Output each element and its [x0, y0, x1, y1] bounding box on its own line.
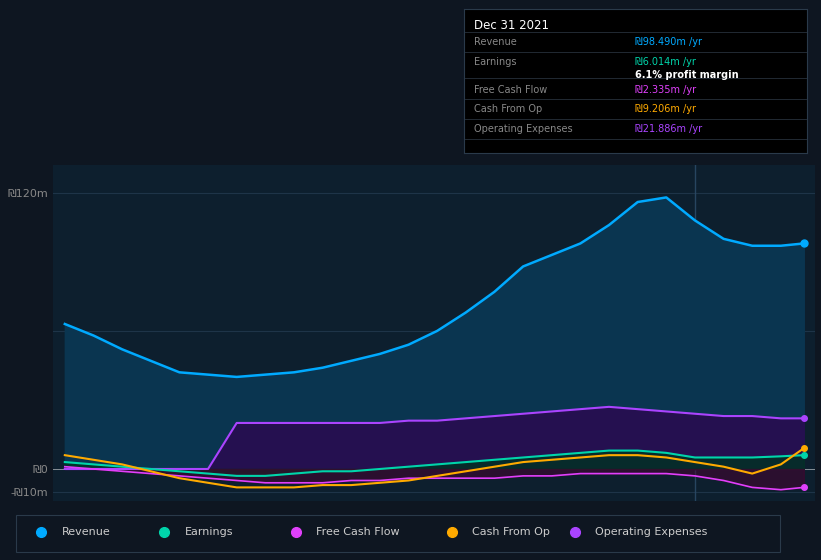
- Text: ₪6.014m /yr: ₪6.014m /yr: [635, 58, 696, 67]
- Text: ₪21.886m /yr: ₪21.886m /yr: [635, 124, 703, 134]
- Text: Dec 31 2021: Dec 31 2021: [475, 19, 549, 32]
- Text: Revenue: Revenue: [62, 528, 110, 538]
- Text: ₪2.335m /yr: ₪2.335m /yr: [635, 85, 696, 95]
- Text: Earnings: Earnings: [185, 528, 233, 538]
- Text: Operating Expenses: Operating Expenses: [595, 528, 708, 538]
- Text: Earnings: Earnings: [475, 58, 516, 67]
- Text: 6.1% profit margin: 6.1% profit margin: [635, 71, 739, 81]
- Bar: [16, 515, 780, 552]
- Text: Free Cash Flow: Free Cash Flow: [316, 528, 400, 538]
- Text: Cash From Op: Cash From Op: [472, 528, 550, 538]
- Text: Cash From Op: Cash From Op: [475, 104, 543, 114]
- Text: ₪98.490m /yr: ₪98.490m /yr: [635, 37, 703, 47]
- Text: Revenue: Revenue: [475, 37, 517, 47]
- Text: Free Cash Flow: Free Cash Flow: [475, 85, 548, 95]
- Text: ₪9.206m /yr: ₪9.206m /yr: [635, 104, 696, 114]
- Text: Operating Expenses: Operating Expenses: [475, 124, 573, 134]
